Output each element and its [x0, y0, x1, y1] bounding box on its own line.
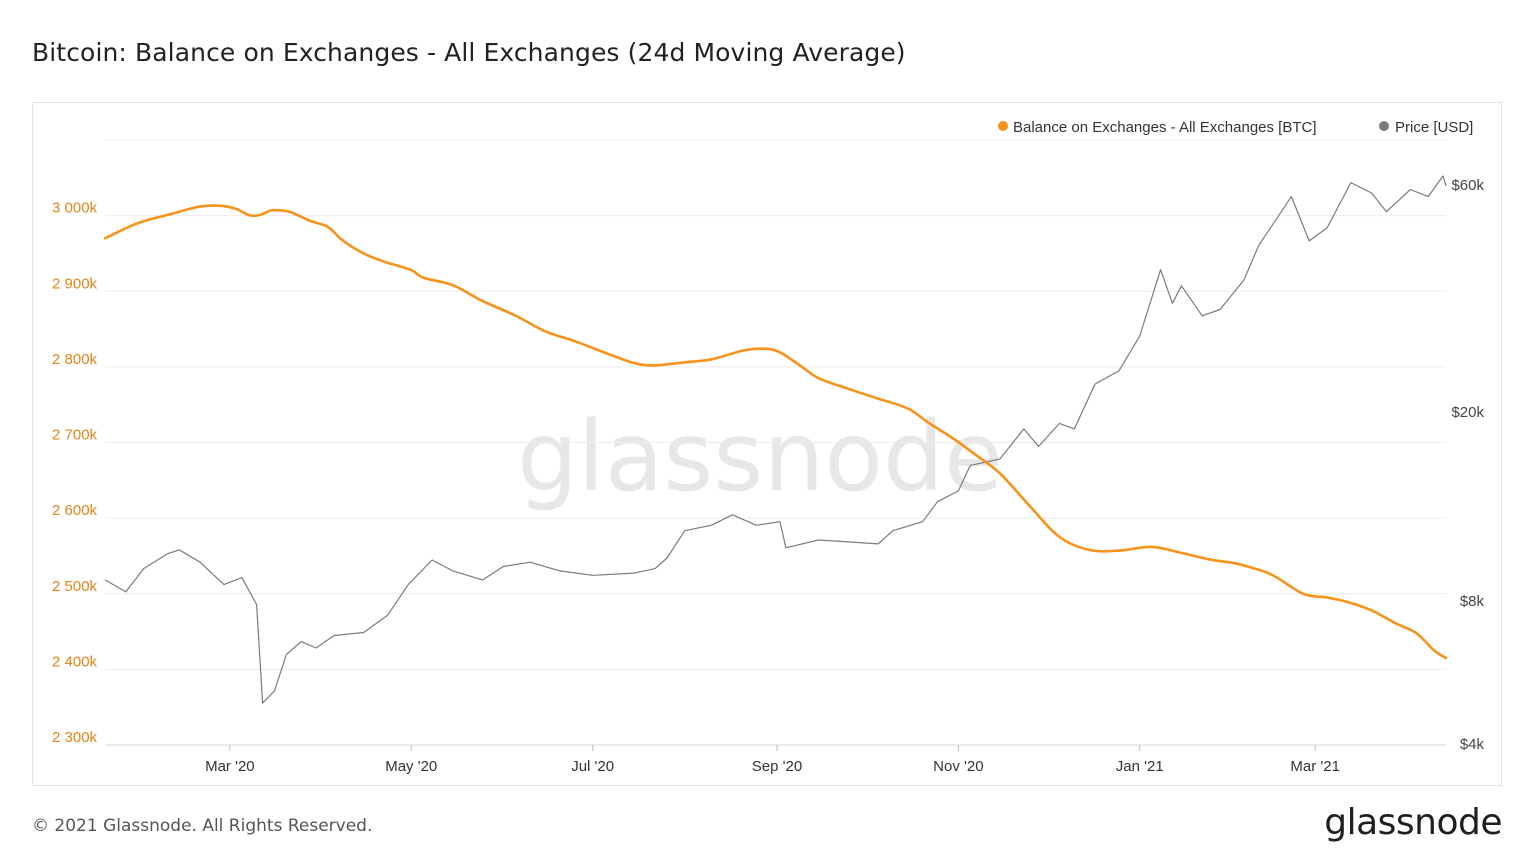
legend-marker-price: [1379, 121, 1389, 131]
left-axis-tick-label: 2 300k: [52, 729, 98, 746]
left-axis: 2 300k 2 400k 2 500k 2 600k 2 700k 2 800k 2 90…: [52, 200, 98, 746]
left-axis-tick-label: 2 800k: [52, 351, 98, 368]
chart-frame: [32, 102, 1502, 786]
right-axis: $4k $8k $20k $60k: [1451, 177, 1484, 753]
left-axis-tick-label: 2 900k: [52, 275, 98, 292]
x-axis-tick-label: Sep '20: [752, 758, 802, 775]
chart-title: Bitcoin: Balance on Exchanges - All Exch…: [32, 38, 906, 67]
copyright-footer: © 2021 Glassnode. All Rights Reserved.: [32, 816, 373, 836]
legend-marker-balance: [998, 121, 1008, 131]
series-layer: [103, 175, 1448, 704]
legend-label-price[interactable]: Price [USD]: [1395, 119, 1473, 136]
right-axis-tick-label: $8k: [1460, 593, 1485, 610]
legend[interactable]: Balance on Exchanges - All Exchanges [BT…: [998, 119, 1473, 136]
x-axis-tick-label: May '20: [385, 758, 437, 775]
x-axis-tick-label: Nov '20: [933, 758, 983, 775]
gridlines: [105, 139, 1446, 746]
left-axis-tick-label: 2 500k: [52, 578, 98, 595]
left-axis-tick-label: 2 400k: [52, 653, 98, 670]
price-line: [104, 175, 1447, 704]
x-axis-tick-label: Jan '21: [1116, 758, 1164, 775]
right-axis-tick-label: $20k: [1451, 404, 1484, 421]
x-axis-tick-label: Mar '21: [1290, 758, 1340, 775]
left-axis-tick-label: 2 700k: [52, 427, 98, 444]
balance-line: [103, 204, 1448, 660]
x-axis: Mar '20 May '20 Jul '20 Sep '20 Nov '20 Jan '…: [205, 745, 1340, 775]
legend-label-balance[interactable]: Balance on Exchanges - All Exchanges [BT…: [1013, 119, 1317, 136]
watermark: glassnode: [517, 401, 1003, 513]
x-axis-tick-label: Jul '20: [571, 758, 614, 775]
right-axis-tick-label: $4k: [1460, 736, 1485, 753]
right-axis-tick-label: $60k: [1451, 177, 1484, 194]
x-axis-tick-label: Mar '20: [205, 758, 255, 775]
left-axis-tick-label: 3 000k: [52, 200, 98, 217]
glassnode-logo[interactable]: glassnode: [1324, 802, 1502, 843]
left-axis-tick-label: 2 600k: [52, 502, 98, 519]
